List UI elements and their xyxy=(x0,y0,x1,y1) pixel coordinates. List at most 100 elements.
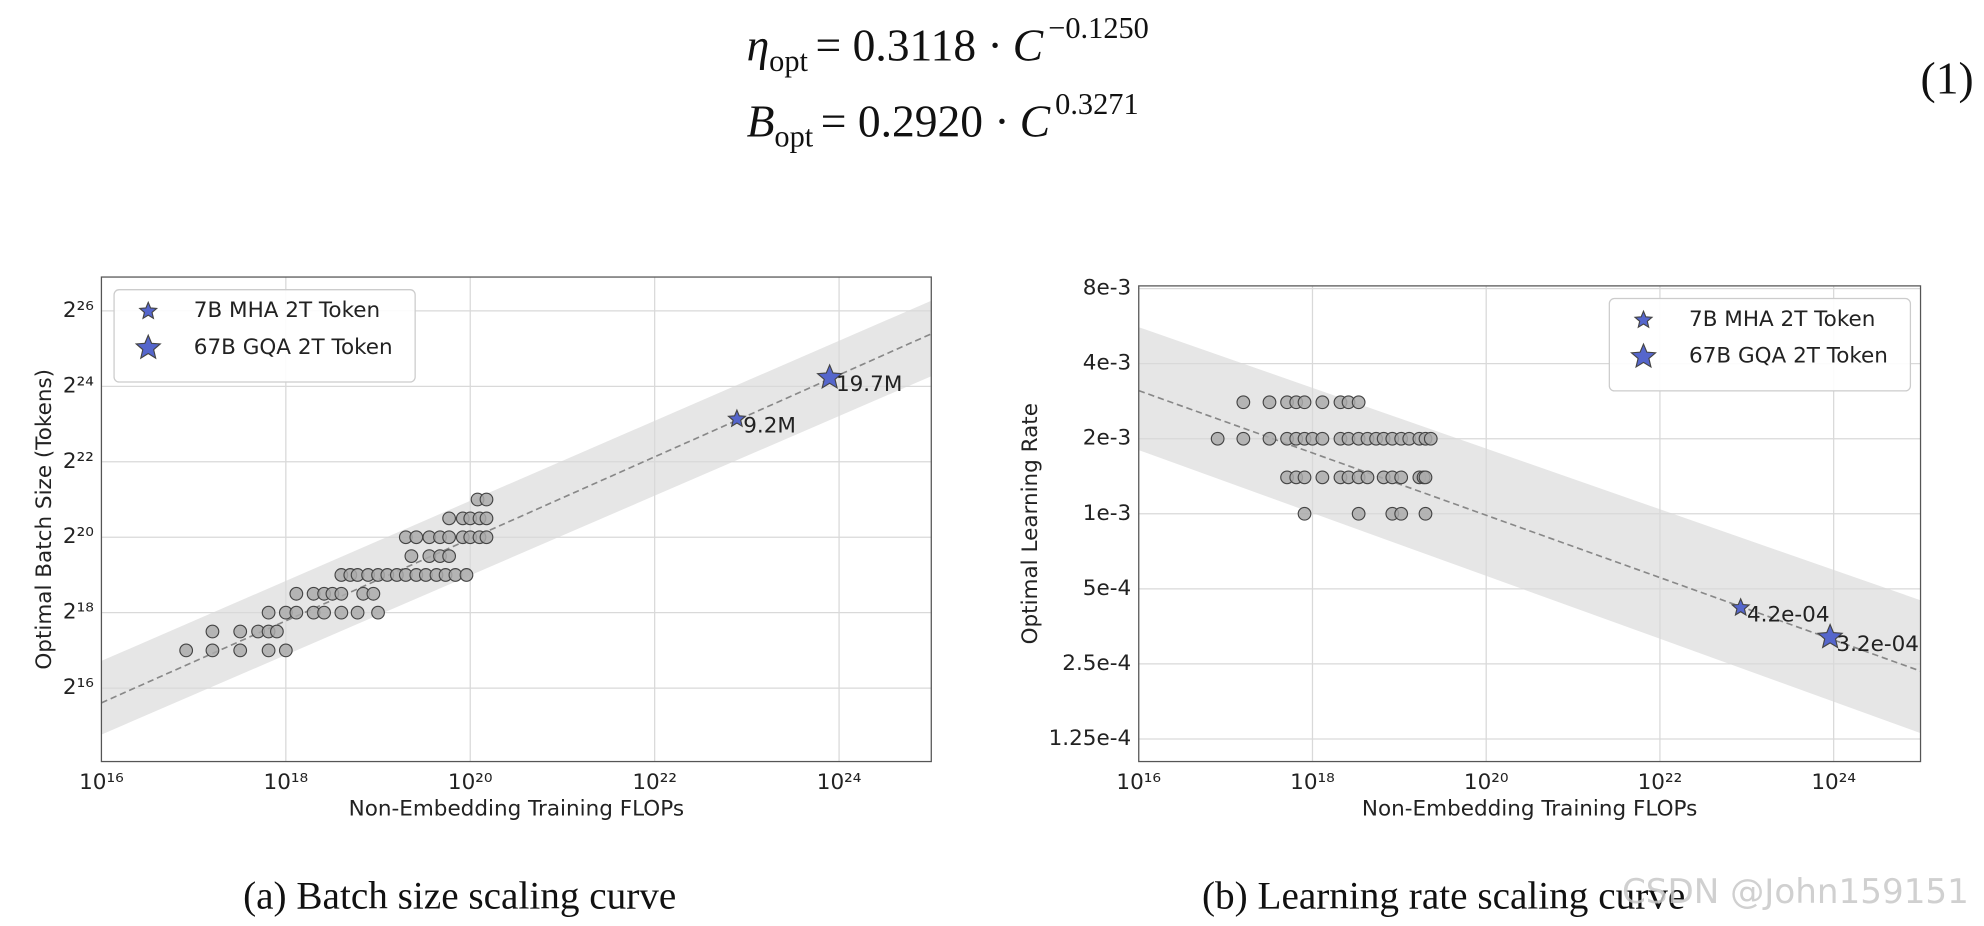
eq-exp: 0.3271 xyxy=(1055,87,1138,121)
plot-area xyxy=(1138,285,1921,762)
legend-marker xyxy=(138,300,159,320)
equation: Bopt = 0.2920 · C 0.3271 xyxy=(747,87,1139,154)
scatter-point xyxy=(179,643,194,658)
scatter-point xyxy=(1236,395,1251,410)
scatter-point xyxy=(479,511,494,526)
eq-sub: opt xyxy=(774,120,813,154)
star-point xyxy=(1730,597,1751,617)
scatter-point xyxy=(442,511,457,526)
scatter-point xyxy=(334,586,349,601)
scatter-point xyxy=(205,643,220,658)
scatter-point xyxy=(334,605,349,620)
scatter-point xyxy=(459,568,474,582)
scatter-point xyxy=(1262,431,1277,446)
eq-sub: opt xyxy=(769,44,808,78)
y-tick-label: 2e-3 xyxy=(1083,426,1131,451)
x-axis-label: Non-Embedding Training FLOPs xyxy=(1362,797,1697,822)
legend-marker xyxy=(1633,309,1654,329)
scatter-point xyxy=(1262,395,1277,410)
legend: 7B MHA 2T Token 67B GQA 2T Token xyxy=(1608,297,1912,392)
y-tick-label: 8e-3 xyxy=(1083,276,1131,301)
scatter-point xyxy=(1315,470,1330,485)
scatter-point xyxy=(350,605,365,620)
y-tick-label: 2¹⁶ xyxy=(63,675,94,700)
equation: ηopt = 0.3118 · C −0.1250 xyxy=(747,11,1149,78)
data-label: 4.2e-04 xyxy=(1747,602,1830,627)
ticks: 10¹⁶ 10¹⁸ 10²⁰ 10²² 10²⁴ 2¹⁶ 2¹⁸ 2²⁰ 2²² 2²⁴ 2²⁶ xyxy=(63,298,861,795)
data-label: 19.7M xyxy=(836,372,902,397)
scatter-point xyxy=(1418,506,1433,521)
legend-label: 7B MHA 2T Token xyxy=(1689,307,1875,332)
fit-line xyxy=(1138,389,1921,672)
x-tick-label: 10²⁴ xyxy=(1811,770,1856,795)
scatter-point xyxy=(1394,506,1409,521)
x-tick-label: 10²⁴ xyxy=(817,770,862,795)
plot-frame xyxy=(100,276,932,763)
y-tick-label: 2²² xyxy=(63,449,94,474)
scatter-point xyxy=(1297,506,1312,521)
scatter-point xyxy=(371,605,385,620)
y-tick-label: 2²⁶ xyxy=(63,298,94,323)
eq-coef: = 0.3118 · xyxy=(816,20,1003,71)
scatter-point xyxy=(1315,395,1330,410)
scatter-point xyxy=(442,530,457,545)
scatter-point xyxy=(1297,395,1312,410)
eq-var: C xyxy=(1020,96,1051,147)
plot-area xyxy=(101,277,932,762)
y-tick-label: 2.5e-4 xyxy=(1062,651,1131,676)
chart: 10¹⁶ 10¹⁸ 10²⁰ 10²² 10²⁴ 1.25e-4 2.5e-4 5e-4 1e-… xyxy=(1018,276,1922,822)
scatter-point xyxy=(289,605,304,620)
eq-var: C xyxy=(1013,20,1044,71)
y-tick-label: 4e-3 xyxy=(1083,351,1131,376)
scatter-point xyxy=(1423,431,1438,446)
x-tick-label: 10¹⁶ xyxy=(1116,770,1161,795)
x-axis-label: Non-Embedding Training FLOPs xyxy=(349,797,684,822)
chart: 10¹⁶ 10¹⁸ 10²⁰ 10²² 10²⁴ 2¹⁶ 2¹⁸ 2²⁰ 2²² 2²⁴ 2²⁶ 9.… xyxy=(32,276,932,822)
plot-frame xyxy=(1138,285,1922,763)
data-label: 9.2M xyxy=(743,414,796,439)
x-tick-label: 10²⁰ xyxy=(448,770,493,795)
x-tick-label: 10²² xyxy=(632,770,677,795)
star-point xyxy=(816,363,844,390)
eq-exp: −0.1250 xyxy=(1048,11,1149,45)
x-tick-label: 10¹⁸ xyxy=(264,770,309,795)
ticks: 10¹⁶ 10¹⁸ 10²⁰ 10²² 10²⁴ 1.25e-4 2.5e-4 5e-4 1e-… xyxy=(1049,276,1856,795)
x-tick-label: 10²⁰ xyxy=(1464,770,1509,795)
x-tick-label: 10²² xyxy=(1638,770,1683,795)
scatter-point xyxy=(1351,506,1366,521)
y-tick-label: 5e-4 xyxy=(1083,576,1131,601)
x-tick-label: 10¹⁶ xyxy=(79,770,124,795)
scatter-point xyxy=(479,492,494,507)
scatter-point xyxy=(261,643,276,658)
data-label: 3.2e-04 xyxy=(1836,632,1919,657)
legend-box xyxy=(113,289,416,383)
scatter-point xyxy=(233,624,248,639)
confidence-band xyxy=(101,300,932,735)
scatter-point xyxy=(404,549,419,563)
scatter-point xyxy=(289,586,304,601)
y-tick-label: 2²⁰ xyxy=(63,524,94,549)
scatter-point xyxy=(366,586,381,601)
y-tick-label: 1.25e-4 xyxy=(1049,726,1132,751)
star-point xyxy=(1816,623,1844,649)
y-axis-label: Optimal Learning Rate xyxy=(1018,403,1043,644)
scatter-point xyxy=(1315,431,1330,446)
equation-number: (1) xyxy=(1921,53,1974,104)
y-axis-label: Optimal Batch Size (Tokens) xyxy=(32,369,57,670)
caption: (a) Batch size scaling curve xyxy=(243,874,676,917)
scatter-point xyxy=(479,530,494,545)
legend: 7B MHA 2T Token 67B GQA 2T Token xyxy=(113,289,416,383)
scatter-point xyxy=(1394,470,1409,485)
watermark: CSDN @John159151 xyxy=(1622,872,1969,912)
star-point xyxy=(727,408,747,428)
legend-box xyxy=(1608,297,1912,392)
legend-label: 7B MHA 2T Token xyxy=(194,298,380,323)
scatter-point xyxy=(1236,431,1251,446)
legend-label: 67B GQA 2T Token xyxy=(1689,344,1888,369)
scatter-point xyxy=(1351,395,1366,410)
eq-lhs: B xyxy=(747,96,775,147)
scatter-point xyxy=(1297,470,1312,485)
scatter-point xyxy=(233,643,248,658)
